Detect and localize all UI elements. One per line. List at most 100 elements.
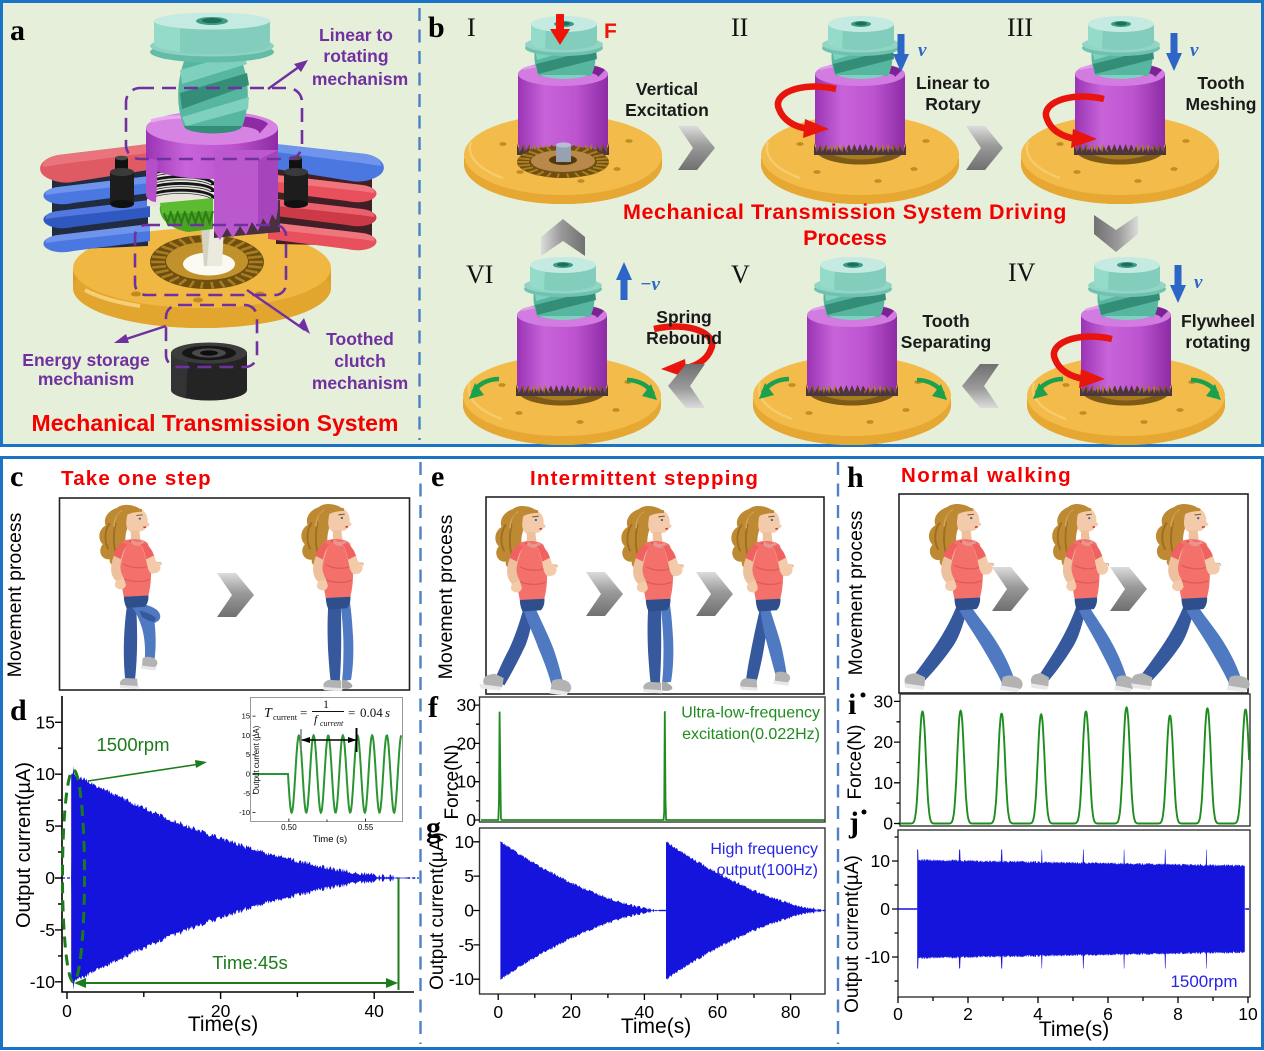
svg-text:g: g [426, 811, 441, 844]
svg-text:Time(s): Time(s) [1039, 1018, 1109, 1041]
svg-text:s: s [385, 705, 390, 720]
svg-text:Normal walking: Normal walking [901, 464, 1072, 487]
svg-text:current: current [320, 719, 344, 728]
svg-text:III: III [1007, 13, 1033, 42]
svg-text:80: 80 [781, 1002, 801, 1022]
svg-text:-5: -5 [39, 920, 55, 940]
svg-text:Process: Process [803, 226, 887, 250]
svg-text:30: 30 [457, 695, 477, 715]
svg-text:0.55: 0.55 [358, 823, 374, 832]
svg-text:Output current (µA): Output current (µA) [252, 725, 261, 794]
svg-text:Intermittent stepping: Intermittent stepping [530, 467, 759, 490]
svg-text:T: T [264, 706, 273, 721]
svg-text:10: 10 [455, 832, 475, 852]
svg-text:30: 30 [874, 691, 894, 711]
svg-text:Time (s): Time (s) [313, 834, 347, 845]
svg-text:a: a [10, 14, 25, 47]
svg-text:0: 0 [880, 899, 890, 919]
svg-text:excitation(0.022Hz): excitation(0.022Hz) [682, 726, 820, 743]
svg-text:mechanism: mechanism [312, 373, 408, 393]
svg-text:5: 5 [246, 750, 250, 759]
svg-text:F: F [604, 20, 617, 43]
svg-text:Force(N): Force(N) [845, 725, 866, 800]
svg-text:0: 0 [246, 770, 250, 779]
svg-text:High frequency: High frequency [710, 841, 818, 858]
svg-text:20: 20 [562, 1002, 582, 1022]
svg-text:clutch: clutch [334, 351, 386, 371]
svg-text:f: f [314, 712, 319, 726]
svg-text:output(100Hz): output(100Hz) [717, 862, 818, 879]
svg-text:IV: IV [1008, 258, 1036, 287]
svg-text:Mechanical Transmission System: Mechanical Transmission System [32, 410, 399, 436]
svg-text:Tooth: Tooth [922, 311, 969, 331]
svg-text:Linear to: Linear to [916, 73, 990, 93]
svg-text:rotating: rotating [1185, 332, 1250, 352]
svg-text:0.50: 0.50 [281, 823, 297, 832]
svg-text:-10: -10 [239, 808, 250, 817]
svg-text:-10: -10 [30, 972, 56, 992]
svg-text:0: 0 [893, 1004, 903, 1024]
svg-text:Excitation: Excitation [625, 100, 709, 120]
svg-text:5: 5 [45, 816, 55, 836]
svg-text:mechanism: mechanism [38, 369, 134, 389]
svg-text:current: current [273, 712, 298, 722]
svg-text:10: 10 [1238, 1004, 1258, 1024]
svg-text:10: 10 [871, 851, 891, 871]
svg-text:v: v [1190, 40, 1199, 61]
svg-text:Meshing: Meshing [1186, 94, 1257, 114]
svg-text:Ultra-low-frequency: Ultra-low-frequency [681, 705, 820, 722]
svg-text:2: 2 [963, 1004, 973, 1024]
svg-text:40: 40 [364, 1001, 384, 1021]
svg-text:b: b [428, 11, 445, 44]
svg-text:Flywheel: Flywheel [1181, 311, 1255, 331]
svg-text:Toothed: Toothed [326, 329, 394, 349]
svg-text:Linear to: Linear to [319, 25, 393, 45]
svg-text:Movement process: Movement process [4, 512, 26, 677]
svg-text:1: 1 [323, 697, 329, 711]
svg-text:10: 10 [242, 731, 250, 740]
svg-text:Vertical: Vertical [636, 79, 698, 99]
svg-text:60: 60 [708, 1002, 728, 1022]
svg-text:0: 0 [464, 901, 474, 921]
svg-text:Tooth: Tooth [1197, 73, 1244, 93]
svg-text:40: 40 [635, 1002, 655, 1022]
svg-text:V: V [731, 260, 750, 289]
svg-text:Separating: Separating [901, 332, 991, 352]
svg-text:I: I [467, 13, 476, 42]
svg-text:=: = [348, 705, 355, 720]
svg-text:c: c [10, 460, 23, 493]
svg-text:0.04: 0.04 [360, 705, 383, 720]
svg-text:5: 5 [464, 866, 474, 886]
svg-text:1500rpm: 1500rpm [1170, 972, 1237, 991]
svg-text:v: v [918, 40, 927, 61]
svg-text:8: 8 [1173, 1004, 1183, 1024]
svg-text:f: f [428, 691, 439, 724]
svg-text:Time(s): Time(s) [621, 1015, 691, 1038]
svg-text:0: 0 [62, 1001, 72, 1021]
svg-text:VI: VI [466, 260, 493, 289]
svg-text:-10: -10 [865, 947, 891, 967]
svg-text:20: 20 [874, 732, 894, 752]
svg-text:0: 0 [883, 814, 893, 834]
svg-text:15: 15 [242, 712, 250, 721]
svg-text:h: h [847, 461, 864, 494]
svg-text:10: 10 [457, 772, 477, 792]
svg-text:rotating: rotating [323, 46, 388, 66]
svg-text:Output current(µA): Output current(µA) [427, 832, 448, 990]
svg-text:10: 10 [874, 773, 894, 793]
svg-text:Time:45s: Time:45s [212, 952, 287, 973]
svg-text:10: 10 [36, 764, 56, 784]
svg-text:Output current(µA): Output current(µA) [842, 855, 863, 1013]
svg-text:i: i [848, 688, 856, 721]
svg-text:mechanism: mechanism [312, 69, 408, 89]
svg-text:15: 15 [36, 712, 55, 732]
svg-text:d: d [10, 694, 27, 727]
svg-text:20: 20 [211, 1001, 231, 1021]
svg-text:-5: -5 [243, 789, 250, 798]
svg-text:1500rpm: 1500rpm [96, 734, 169, 755]
svg-text:Movement process: Movement process [435, 514, 457, 679]
svg-text:Output current(µA): Output current(µA) [13, 762, 35, 928]
svg-text:-5: -5 [458, 935, 474, 955]
svg-text:4: 4 [1033, 1004, 1043, 1024]
svg-text:j: j [848, 806, 859, 839]
